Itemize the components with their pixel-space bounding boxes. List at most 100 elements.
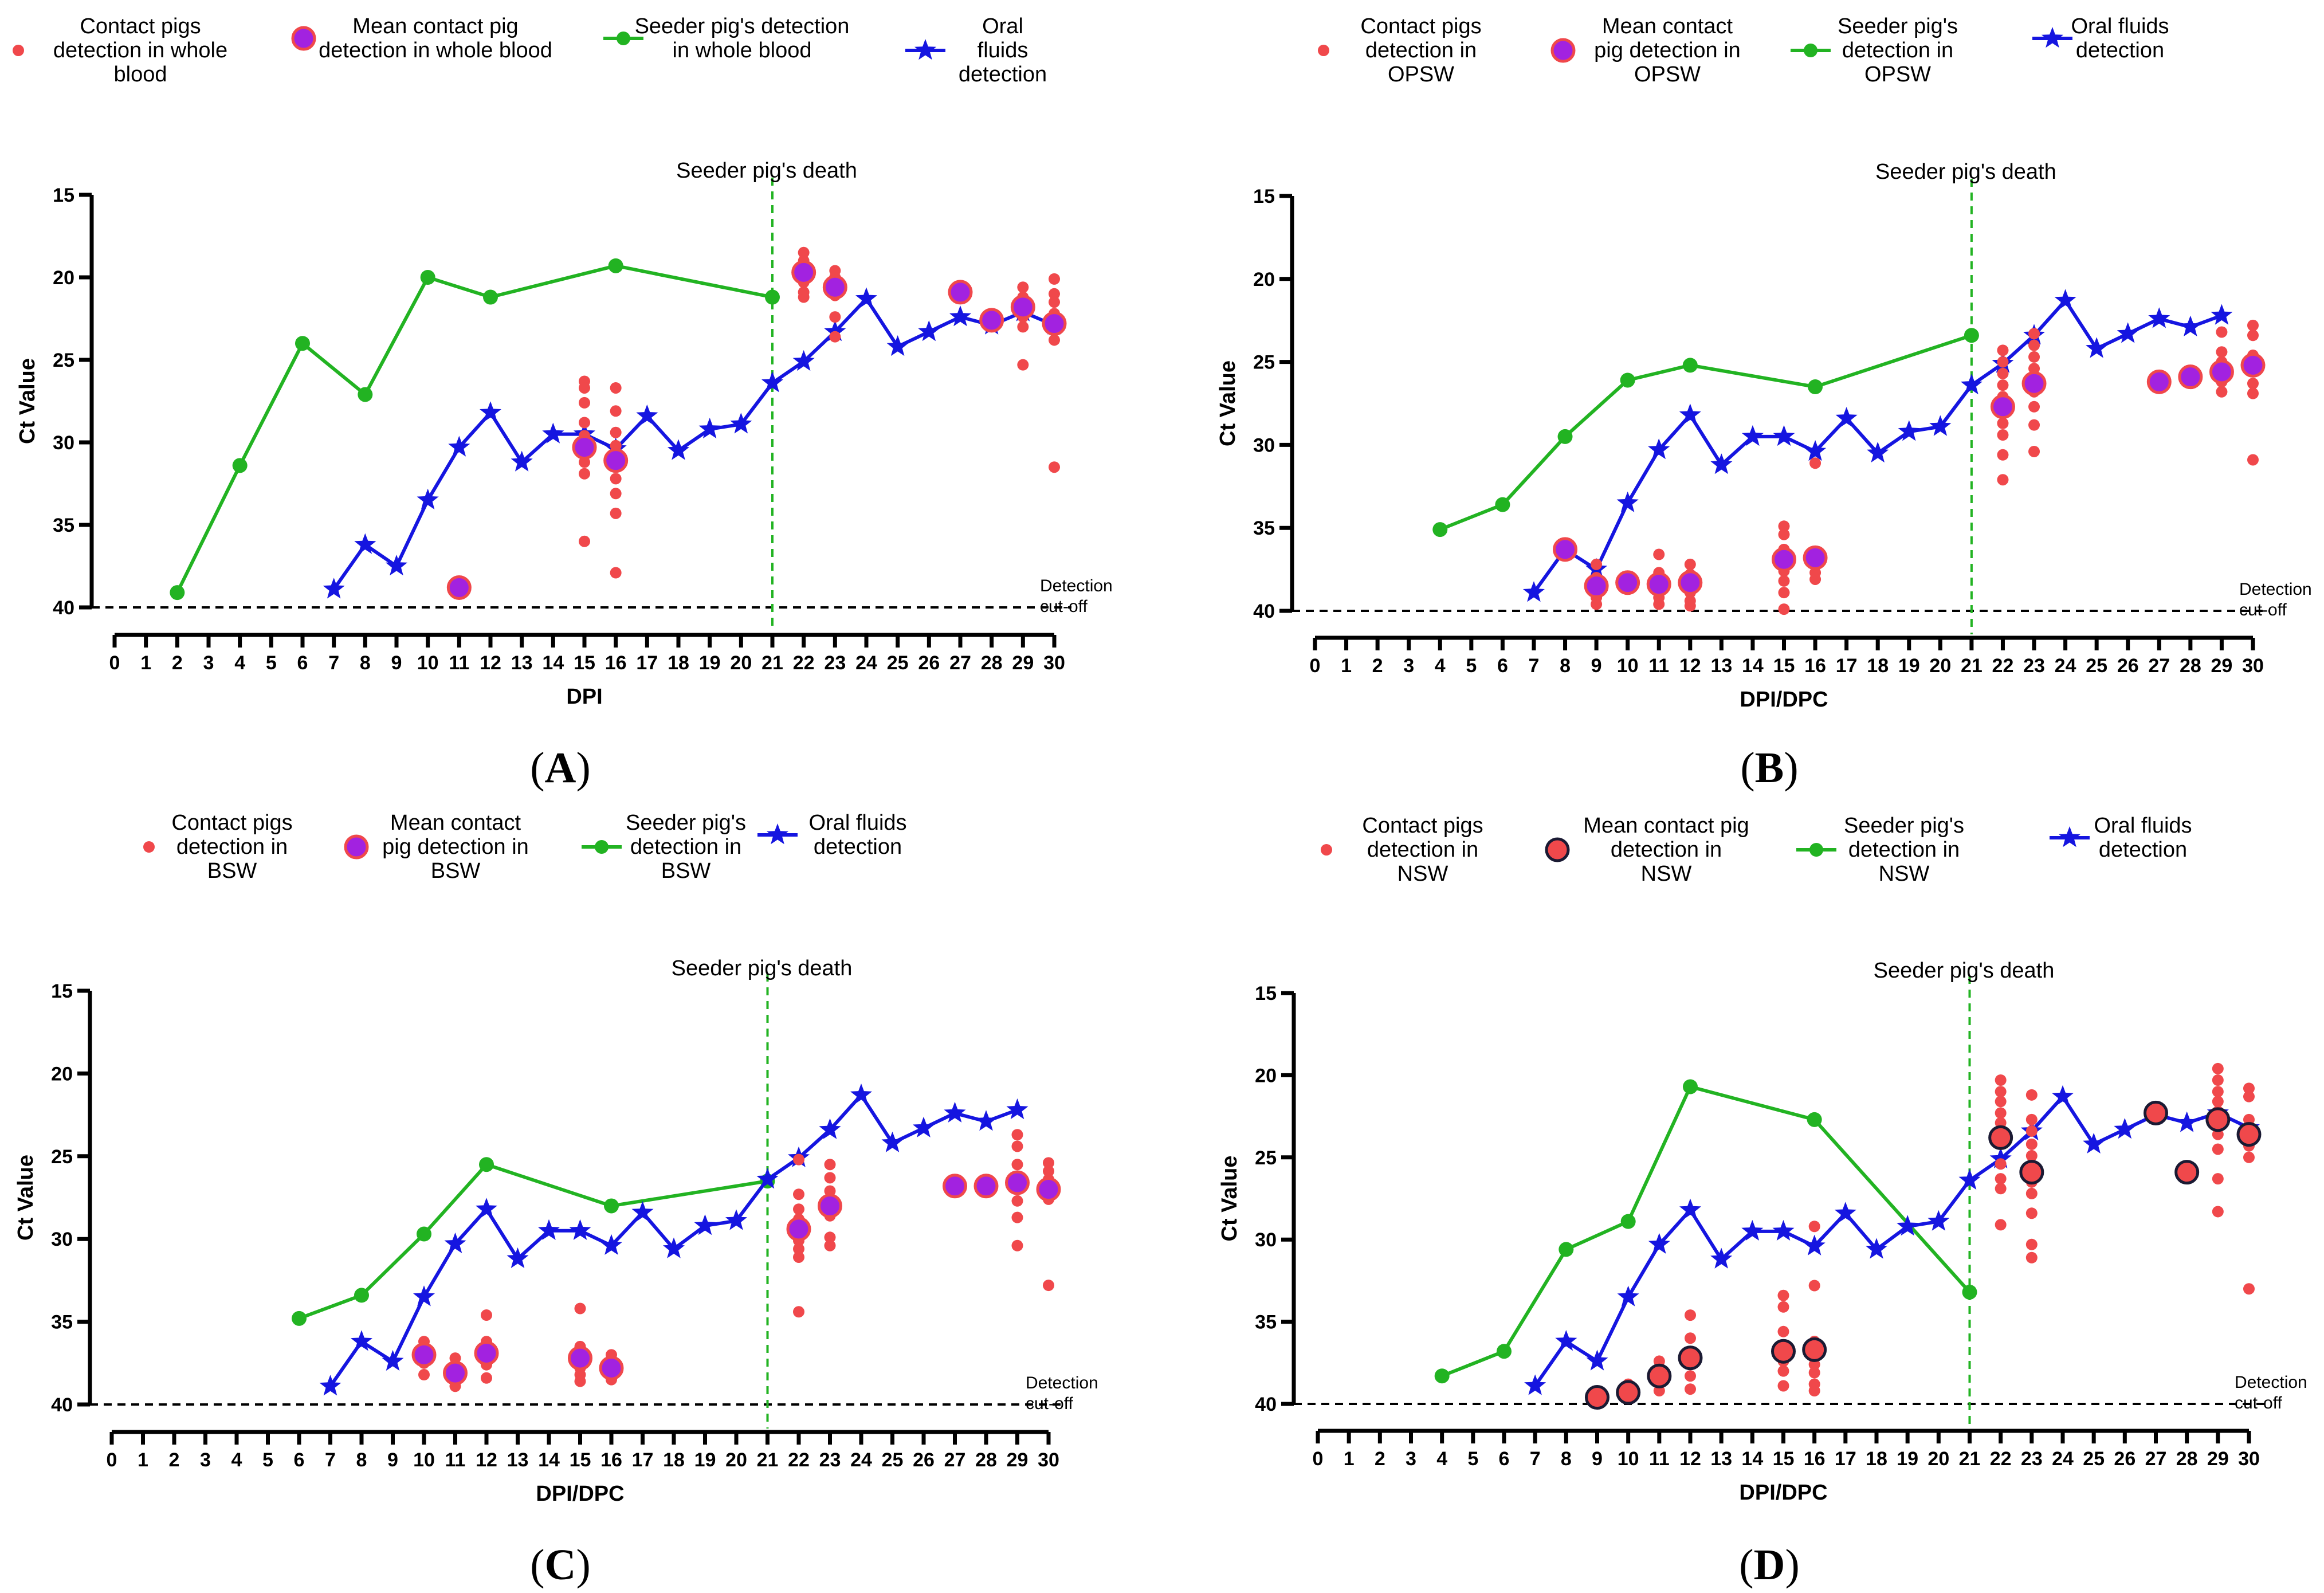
seeder-point bbox=[358, 387, 373, 402]
x-tick-label: 30 bbox=[2242, 655, 2264, 677]
mean-contact-point bbox=[1553, 537, 1578, 562]
x-tick-label: 21 bbox=[1959, 1448, 1981, 1470]
contact-pig-point bbox=[610, 488, 622, 500]
seeder-point bbox=[420, 270, 435, 285]
seeder-point bbox=[1682, 358, 1698, 373]
oral-fluids-point bbox=[569, 1219, 591, 1240]
contact-pig-point bbox=[1011, 1129, 1023, 1141]
contact-pig-point bbox=[1043, 1157, 1054, 1169]
mean-contact-point bbox=[973, 1174, 999, 1199]
oral-fluids-point bbox=[1958, 1169, 1981, 1190]
mean-contact-point bbox=[948, 280, 973, 305]
y-tick-label: 20 bbox=[1253, 269, 1275, 291]
oral-fluids-point bbox=[792, 350, 815, 371]
seeder-point bbox=[1495, 497, 1510, 512]
oral-fluids-point bbox=[354, 533, 376, 554]
x-tick-label: 29 bbox=[1012, 652, 1034, 674]
contact-pig-point bbox=[1011, 1211, 1023, 1223]
y-tick-label: 35 bbox=[1253, 517, 1275, 539]
contact-pig-point bbox=[1685, 1309, 1696, 1321]
y-tick-label: 30 bbox=[53, 432, 74, 454]
contact-pig-point bbox=[2243, 1283, 2255, 1295]
contact-pig-point bbox=[1685, 1332, 1696, 1344]
oral-fluids-point bbox=[2086, 337, 2108, 358]
seeder-death-label: Seeder pig's death bbox=[676, 159, 857, 183]
legend-mean-marker bbox=[344, 834, 369, 860]
oral-fluids-point bbox=[668, 439, 689, 460]
x-tick-label: 2 bbox=[1375, 1448, 1385, 1470]
contact-pig-point bbox=[2247, 319, 2259, 331]
legend-mean-marker bbox=[1550, 38, 1576, 63]
contact-pig-point bbox=[1685, 1383, 1696, 1395]
legend-mean-text: pig detection in bbox=[382, 835, 529, 859]
seeder-point bbox=[604, 1198, 619, 1214]
oral-fluids-point bbox=[480, 401, 501, 422]
contact-pig-point bbox=[481, 1309, 492, 1321]
x-tick-label: 17 bbox=[1836, 655, 1858, 677]
mean-contact-point bbox=[474, 1340, 499, 1366]
x-tick-label: 4 bbox=[234, 652, 245, 674]
x-tick-label: 15 bbox=[570, 1449, 591, 1471]
x-tick-label: 5 bbox=[262, 1449, 273, 1471]
seeder-point bbox=[479, 1157, 494, 1172]
x-tick-label: 14 bbox=[1742, 655, 1764, 677]
contact-pig-point bbox=[1591, 558, 1603, 570]
x-tick-label: 29 bbox=[2211, 655, 2233, 677]
x-tick-label: 28 bbox=[2176, 1448, 2198, 1470]
x-tick-label: 4 bbox=[1435, 655, 1446, 677]
seeder-point bbox=[1620, 1214, 1636, 1229]
mean-contact-point bbox=[1988, 1125, 2013, 1150]
y-tick-label: 30 bbox=[1255, 1229, 1277, 1251]
oral-fluids-point bbox=[386, 555, 407, 576]
mean-contact-point bbox=[1585, 1385, 1609, 1410]
contact-pig-point bbox=[2025, 1238, 2038, 1250]
y-tick-label: 25 bbox=[53, 350, 74, 371]
oral-fluids-point bbox=[1960, 374, 1983, 395]
contact-pig-point bbox=[1017, 321, 1029, 333]
mean-contact-point bbox=[818, 1193, 842, 1218]
contact-pig-point bbox=[610, 507, 622, 519]
x-tick-label: 16 bbox=[1804, 655, 1826, 677]
cutoff-label-line1: Detection bbox=[2235, 1373, 2307, 1392]
mean-contact-point bbox=[1678, 570, 1703, 595]
x-axis-title: DPI/DPC bbox=[1739, 1481, 1827, 1505]
x-tick-label: 23 bbox=[2021, 1448, 2043, 1470]
seeder-point bbox=[1497, 1344, 1512, 1359]
x-tick-label: 3 bbox=[1403, 655, 1414, 677]
oral-fluids-point bbox=[511, 450, 533, 472]
x-tick-label: 13 bbox=[507, 1449, 529, 1471]
x-tick-label: 2 bbox=[169, 1449, 180, 1471]
oral-fluids-point bbox=[1741, 425, 1764, 446]
oral-fluids-point bbox=[1803, 1234, 1826, 1255]
mean-contact-point bbox=[1584, 574, 1609, 599]
contact-pig-point bbox=[579, 382, 590, 394]
legend-contact-text: Contact pigs bbox=[80, 14, 201, 38]
contact-pig-point bbox=[1043, 1165, 1054, 1177]
oral-fluids-point bbox=[2176, 1111, 2198, 1132]
contact-pig-point bbox=[1011, 1159, 1023, 1171]
oral-fluids-point bbox=[1898, 420, 1920, 441]
y-axis-title: Ct Value bbox=[14, 1155, 38, 1241]
x-tick-label: 3 bbox=[200, 1449, 211, 1471]
legend-mean-marker bbox=[291, 26, 316, 51]
oral-fluids-point bbox=[1616, 491, 1639, 512]
contact-pig-point bbox=[1995, 1074, 2007, 1086]
x-tick-label: 2 bbox=[172, 652, 183, 674]
x-tick-label: 21 bbox=[761, 652, 783, 674]
y-tick-label: 25 bbox=[1253, 352, 1275, 374]
x-tick-label: 13 bbox=[511, 652, 533, 674]
x-tick-label: 21 bbox=[1961, 655, 1983, 677]
contact-pig-point bbox=[1778, 575, 1790, 587]
seeder-point bbox=[1434, 1368, 1450, 1384]
x-tick-label: 24 bbox=[2052, 1448, 2074, 1470]
x-axis-title: DPI/DPC bbox=[536, 1482, 624, 1506]
x-tick-label: 16 bbox=[605, 652, 627, 674]
legend-oral-text: Oral bbox=[982, 14, 1023, 38]
x-tick-label: 8 bbox=[360, 652, 371, 674]
oral-fluids-point bbox=[2083, 1132, 2105, 1153]
contact-pig-point bbox=[1997, 474, 2009, 486]
contact-pig-point bbox=[1808, 1280, 1820, 1292]
legend-oral-text: detection bbox=[2099, 838, 2187, 862]
legend-seeder-text: BSW bbox=[661, 859, 711, 883]
